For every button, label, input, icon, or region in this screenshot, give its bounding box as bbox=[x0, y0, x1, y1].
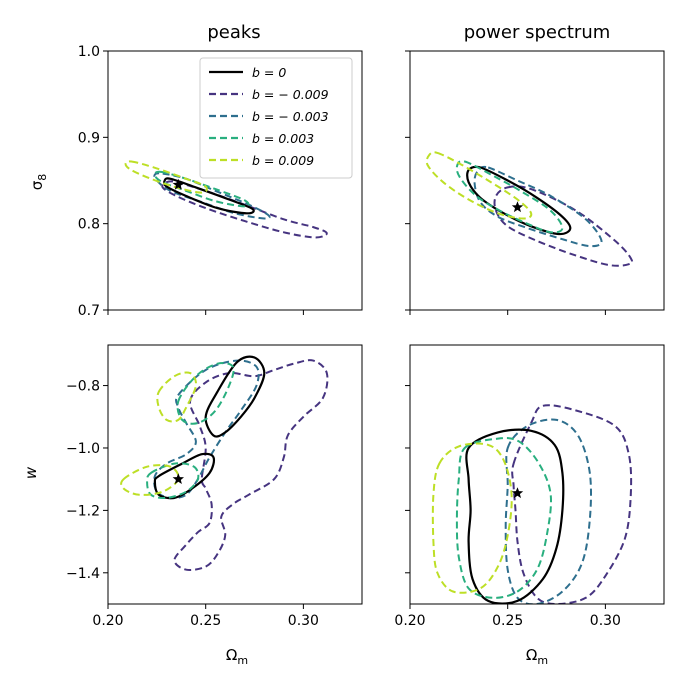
y-tick-label: −1.2 bbox=[66, 503, 100, 519]
contour-b-p003 bbox=[455, 160, 564, 234]
contour-group bbox=[431, 404, 633, 604]
x-tick-label: 0.25 bbox=[190, 613, 221, 629]
legend-label-b-p009: b = 0.009 bbox=[252, 153, 314, 168]
contour-b-p003 bbox=[146, 462, 200, 500]
y-axis-label-sigma8: σ8 bbox=[28, 174, 49, 191]
fiducial-star-marker bbox=[511, 201, 524, 213]
contour-b-p009 bbox=[124, 160, 208, 194]
panel-peaks-w: w Ωm 0.20 0.25 0.30 −0.8 −1.0 −1.2 −1.4 bbox=[22, 344, 363, 667]
axes-frame bbox=[107, 344, 363, 605]
contour-b-0 bbox=[204, 355, 266, 438]
y-axis-label-w: w bbox=[22, 466, 40, 479]
contour-b-p009 bbox=[431, 442, 513, 594]
x-tick-label: 0.30 bbox=[288, 613, 319, 629]
contour-b-m003 bbox=[504, 418, 592, 604]
contour-b-m009 bbox=[493, 185, 634, 267]
y-tick-label: 0.9 bbox=[78, 130, 100, 146]
legend-box bbox=[199, 57, 353, 179]
panel-power-spectrum-sigma8: power spectrum bbox=[405, 22, 665, 315]
fiducial-star-marker bbox=[172, 178, 184, 190]
axes-frame bbox=[409, 50, 665, 311]
x-tick-label: 0.20 bbox=[92, 613, 123, 629]
legend-label-b-0: b = 0 bbox=[252, 65, 286, 80]
contour-b-m003 bbox=[153, 359, 260, 500]
contour-group bbox=[425, 151, 634, 267]
panel-power-spectrum-w: Ωm 0.20 0.25 0.30 bbox=[394, 344, 665, 667]
axes-frame bbox=[107, 50, 363, 311]
legend-label-b-m003: b = − 0.003 bbox=[252, 109, 329, 124]
contour-b-m003 bbox=[473, 165, 603, 248]
y-tick-label: −1.0 bbox=[66, 441, 100, 457]
contour-b-p003 bbox=[153, 170, 250, 208]
y-tick-label: 1.0 bbox=[78, 44, 100, 60]
contour-b-m009 bbox=[173, 359, 329, 572]
panel-title-power-spectrum: power spectrum bbox=[464, 22, 611, 43]
contour-b-p009 bbox=[156, 371, 197, 423]
fiducial-star-marker bbox=[511, 487, 524, 499]
contour-b-0 bbox=[153, 452, 216, 500]
contour-group bbox=[124, 160, 328, 239]
legend: b = 0 b = − 0.009 b = − 0.003 b = 0.003 b = … bbox=[199, 57, 353, 179]
contour-b-m009 bbox=[161, 180, 328, 239]
contour-b-0 bbox=[465, 428, 565, 604]
fiducial-star-marker bbox=[172, 473, 184, 484]
panel-title-peaks: peaks bbox=[207, 22, 260, 43]
legend-label-b-p003: b = 0.003 bbox=[252, 131, 314, 146]
x-axis-label-omega-m: Ωm bbox=[526, 646, 548, 667]
x-tick-label: 0.30 bbox=[590, 613, 621, 629]
contour-b-p003 bbox=[455, 437, 552, 599]
legend-label-b-m009: b = − 0.009 bbox=[252, 87, 329, 102]
contour-b-p009 bbox=[425, 151, 533, 220]
y-tick-label: −1.4 bbox=[66, 566, 100, 582]
axes-frame bbox=[409, 344, 665, 605]
panel-peaks-sigma8: peaks σ8 0.7 0.8 0.9 1.0 bbox=[28, 22, 363, 319]
y-tick-label: 0.7 bbox=[78, 303, 100, 319]
contour-b-m009 bbox=[511, 404, 633, 604]
x-tick-label: 0.20 bbox=[394, 613, 425, 629]
contour-b-p003 bbox=[176, 362, 235, 425]
x-axis-label-omega-m: Ωm bbox=[226, 646, 248, 667]
y-tick-label: −0.8 bbox=[66, 379, 100, 395]
contour-b-p009 bbox=[120, 464, 180, 496]
x-tick-label: 0.25 bbox=[492, 613, 523, 629]
contour-b-m003 bbox=[153, 172, 271, 220]
y-tick-label: 0.8 bbox=[78, 217, 100, 233]
contour-b-0 bbox=[466, 165, 572, 236]
contour-group bbox=[120, 355, 329, 572]
